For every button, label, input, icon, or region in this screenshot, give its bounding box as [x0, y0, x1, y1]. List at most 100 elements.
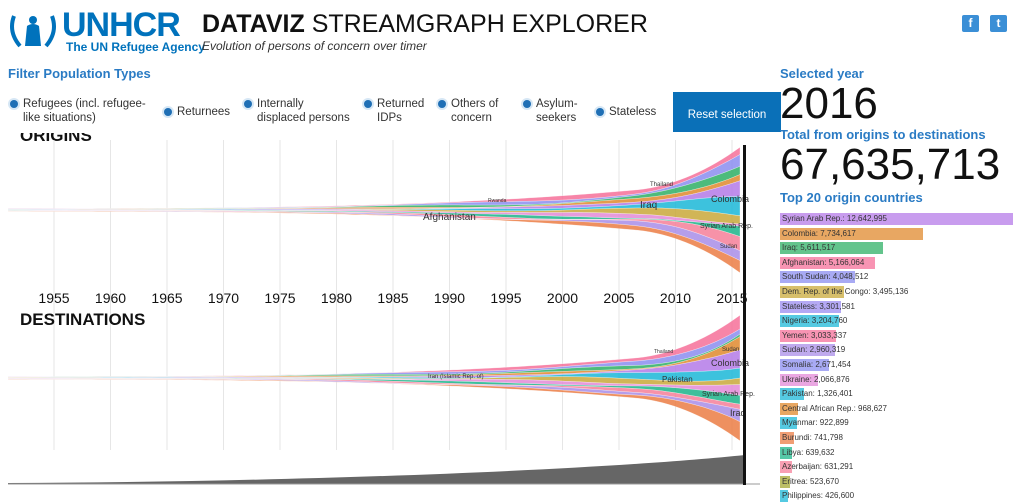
- bar-row[interactable]: Somalia: 2,671,454: [780, 359, 851, 371]
- bar-label: Iraq: 5,611,517: [782, 243, 836, 253]
- facebook-icon[interactable]: f: [962, 15, 979, 32]
- stream-label: Iraq: [640, 200, 657, 211]
- bar: [780, 329, 836, 342]
- bar-label: Syrian Arab Rep.: 12,642,995: [782, 214, 887, 223]
- stream-layer: [7, 378, 741, 442]
- total-label: Total from origins to destinations: [780, 127, 986, 142]
- year-tick: 2010: [659, 290, 692, 306]
- bar-row[interactable]: Burundi: 741,798: [780, 432, 843, 444]
- radio-icon: [364, 100, 372, 108]
- bar: [780, 373, 819, 386]
- filter-label: Others of concern: [451, 98, 499, 124]
- stream-label: Rwanda: [488, 198, 507, 204]
- bar-label: Azerbaijan: 631,291: [782, 462, 854, 472]
- bar-label: Colombia: 7,734,617: [782, 228, 856, 238]
- bar-row[interactable]: Central African Rep.: 968,627: [780, 402, 887, 415]
- streamgraph[interactable]: Afghanistan Iraq Colombia Syrian Arab Rep. S…: [0, 140, 770, 490]
- bar: [780, 417, 797, 430]
- bar: [780, 461, 792, 474]
- title-bold: DATAVIZ: [202, 10, 305, 38]
- destinations-label: DESTINATIONS: [20, 310, 146, 329]
- logo-text: UNHCR: [62, 6, 181, 44]
- filter-label: Asylum-seekers: [536, 98, 578, 124]
- filter-title: Filter Population Types: [8, 66, 151, 81]
- bar: [780, 359, 830, 371]
- bar: [780, 490, 788, 502]
- bar-row[interactable]: Philippines: 426,600: [780, 490, 854, 502]
- bar: [780, 432, 794, 444]
- bar-label: Philippines: 426,600: [782, 491, 855, 501]
- bar-label: Libya: 639,632: [782, 447, 835, 457]
- bar: [780, 300, 841, 313]
- bar: [780, 286, 845, 298]
- bar-row[interactable]: Sudan: 2,960,319: [780, 344, 846, 357]
- bar-label: Nigeria: 3,204,760: [782, 316, 848, 326]
- total-value: 67,635,713: [780, 140, 1001, 189]
- bar-row[interactable]: Ukraine: 2,066,876: [780, 373, 850, 386]
- year-tick: 1980: [320, 290, 353, 306]
- filter-label: Stateless: [609, 106, 657, 118]
- filter-returnees[interactable]: Returnees: [164, 105, 230, 119]
- bar: [780, 227, 923, 240]
- bar-row[interactable]: Stateless: 3,301,581: [780, 300, 855, 313]
- stream-label: Pakistan: [662, 375, 693, 384]
- filter-returned-idps[interactable]: Returned IDPs: [364, 97, 428, 125]
- selected-year: 2016: [780, 79, 878, 128]
- bar-label: Burundi: 741,798: [782, 433, 843, 442]
- stream-label: Syrian Arab Rep.: [700, 223, 753, 230]
- bar: [780, 344, 835, 357]
- bar-row[interactable]: Pakistan: 1,326,401: [780, 388, 853, 401]
- bar: [780, 446, 792, 459]
- stream-label: Sudan: [720, 244, 737, 250]
- filter-asylum-seekers[interactable]: Asylum-seekers: [523, 97, 583, 125]
- year-selector-handle: [743, 145, 746, 485]
- radio-icon: [523, 100, 531, 108]
- bar-row[interactable]: Syrian Arab Rep.: 12,642,995: [780, 213, 1013, 225]
- bar-row[interactable]: Eritrea: 523,670: [780, 475, 839, 488]
- bar-row[interactable]: Afghanistan: 5,166,064: [780, 256, 876, 269]
- year-tick: 1965: [151, 290, 183, 306]
- year-tick: 2005: [603, 290, 635, 306]
- origins-label: ORIGINS: [20, 133, 92, 145]
- year-tick: 1960: [94, 290, 127, 306]
- bar-row[interactable]: Azerbaijan: 631,291: [780, 461, 854, 474]
- title-rest: STREAMGRAPH EXPLORER: [304, 10, 648, 38]
- bar: [780, 475, 790, 488]
- stream-label: Colombia: [711, 358, 749, 368]
- reset-selection-button[interactable]: Reset selection: [673, 92, 781, 132]
- bar-row[interactable]: Libya: 639,632: [780, 446, 835, 459]
- unhcr-logo-icon: [10, 15, 56, 48]
- bar-label: Somalia: 2,671,454: [782, 360, 851, 369]
- bar: [780, 271, 855, 284]
- bar-row[interactable]: Iraq: 5,611,517: [780, 242, 884, 255]
- year-tick: 1970: [207, 290, 240, 306]
- stream-label: Iraq: [730, 408, 746, 418]
- filter-stateless[interactable]: Stateless: [596, 105, 656, 119]
- selected-year-label: Selected year: [780, 66, 864, 81]
- bar-label: Central African Rep.: 968,627: [782, 403, 887, 413]
- year-tick: 1985: [377, 290, 409, 306]
- bar-label: Ukraine: 2,066,876: [782, 374, 850, 384]
- filter-idps[interactable]: Internally displaced persons: [244, 97, 354, 125]
- bar-row[interactable]: Nigeria: 3,204,760: [780, 315, 848, 328]
- page-subtitle: Evolution of persons of concern over tim…: [202, 39, 427, 53]
- year-tick: 1975: [264, 290, 296, 306]
- bar-label: Pakistan: 1,326,401: [782, 389, 853, 399]
- filter-label: Returned IDPs: [377, 98, 425, 124]
- page-title: DATAVIZ STREAMGRAPH EXPLORER: [202, 10, 648, 39]
- bar-row[interactable]: South Sudan: 4,048,512: [780, 271, 869, 284]
- year-tick: 1995: [490, 290, 522, 306]
- bar-label: Stateless: 3,301,581: [782, 301, 855, 311]
- twitter-icon[interactable]: t: [990, 15, 1007, 32]
- bar-row[interactable]: Myanmar: 922,899: [780, 417, 849, 430]
- bar-row[interactable]: Dem. Rep. of the Congo: 3,495,136: [780, 286, 908, 298]
- bar-row[interactable]: Yemen: 3,033,337: [780, 329, 847, 342]
- filter-refugees[interactable]: Refugees (incl. refugee-like situations): [10, 97, 150, 125]
- year-tick: 2000: [546, 290, 579, 306]
- stream-label: Thailand: [650, 182, 673, 188]
- bar-label: South Sudan: 4,048,512: [782, 272, 869, 282]
- bar-row[interactable]: Colombia: 7,734,617: [780, 227, 923, 240]
- filter-others[interactable]: Others of concern: [438, 97, 508, 125]
- bar-label: Sudan: 2,960,319: [782, 345, 846, 355]
- stream-label: Colombia: [711, 194, 749, 204]
